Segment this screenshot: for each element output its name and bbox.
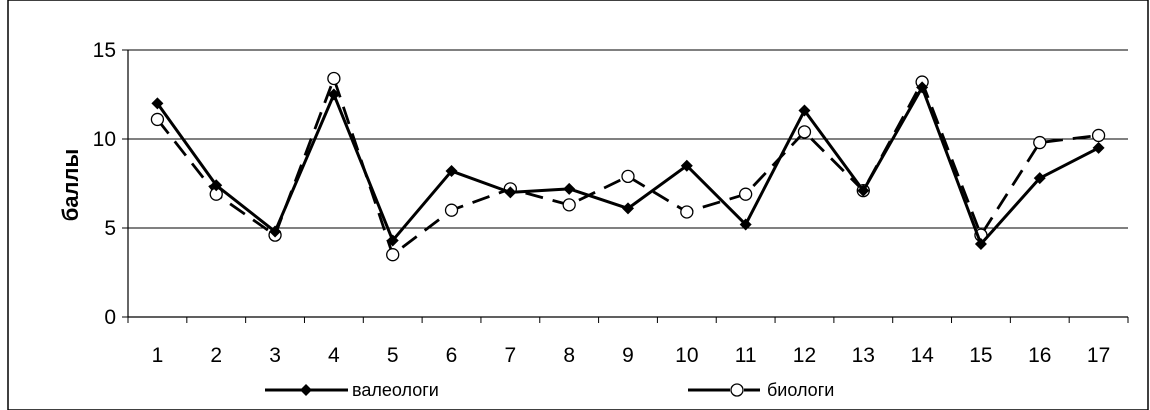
x-tick-label: 7	[505, 344, 517, 367]
x-tick-label: 3	[269, 344, 281, 367]
data-point-circle	[621, 169, 635, 184]
data-point-diamond	[445, 165, 458, 178]
series-valeologi	[151, 81, 1105, 251]
data-point-diamond	[386, 234, 399, 247]
data-point-circle	[444, 203, 459, 217]
x-tick-label: 12	[793, 344, 816, 367]
x-tick-label: 9	[622, 344, 634, 367]
y-tick-label: 10	[93, 128, 116, 151]
data-point-diamond	[504, 186, 517, 199]
data-point-circle	[386, 248, 400, 262]
legend-label-valeologi: валеологи	[352, 380, 439, 400]
legend-key-circle	[730, 383, 744, 397]
x-tick-label: 8	[563, 344, 575, 367]
x-tick-label: 11	[735, 344, 757, 367]
legend: валеологи биологи	[265, 380, 834, 400]
data-point-circle	[680, 205, 694, 219]
series-layer	[150, 71, 1106, 262]
data-point-circle	[327, 71, 341, 86]
x-tick-label: 2	[210, 344, 222, 367]
data-point-diamond	[857, 184, 870, 197]
data-point-circle	[1091, 128, 1106, 143]
data-point-circle	[738, 187, 753, 201]
y-tick-labels: 0 5 10 15	[93, 39, 116, 329]
x-tick-label: 10	[675, 344, 698, 367]
x-tick-label: 14	[910, 344, 934, 367]
data-point-diamond	[563, 182, 576, 195]
data-point-diamond	[1092, 141, 1105, 154]
data-point-circle	[150, 112, 165, 127]
y-tick-label: 15	[93, 39, 116, 62]
y-tick-label: 0	[104, 306, 116, 329]
x-tick-label: 17	[1087, 344, 1110, 367]
legend-item-biologi: биологи	[688, 380, 834, 400]
x-tick-label: 5	[387, 344, 399, 367]
data-point-diamond	[680, 159, 693, 172]
x-tick-label: 13	[852, 344, 875, 367]
x-tick-label: 1	[152, 344, 164, 367]
data-point-circle	[562, 198, 576, 212]
data-point-diamond	[974, 238, 987, 251]
gridlines	[128, 49, 1128, 229]
axes	[122, 49, 1129, 323]
legend-key-diamond	[300, 384, 312, 396]
x-tick-label: 15	[969, 344, 992, 367]
data-point-circle	[797, 125, 812, 139]
data-point-diamond	[210, 179, 223, 192]
legend-label-biologi: биологи	[767, 380, 834, 400]
y-axis-label: баллы	[58, 149, 83, 222]
data-point-diamond	[1033, 172, 1046, 185]
legend-item-valeologi: валеологи	[265, 380, 439, 400]
data-point-diamond	[151, 97, 164, 110]
data-point-diamond	[739, 218, 752, 231]
data-point-diamond	[327, 88, 340, 101]
y-tick-label: 5	[104, 217, 116, 240]
data-point-circle	[1033, 135, 1047, 150]
data-point-diamond	[622, 202, 634, 215]
data-point-diamond	[916, 81, 929, 94]
data-point-diamond	[798, 104, 811, 117]
chart-frame	[7, 0, 1149, 410]
x-tick-labels: 1 2 3 4 5 6 7 8 9 10 11 12 13 14 15 16 17	[152, 344, 1111, 367]
data-point-diamond	[269, 225, 282, 238]
x-tick-label: 6	[446, 344, 458, 367]
x-tick-label: 16	[1028, 344, 1051, 367]
x-tick-label: 4	[328, 344, 340, 367]
